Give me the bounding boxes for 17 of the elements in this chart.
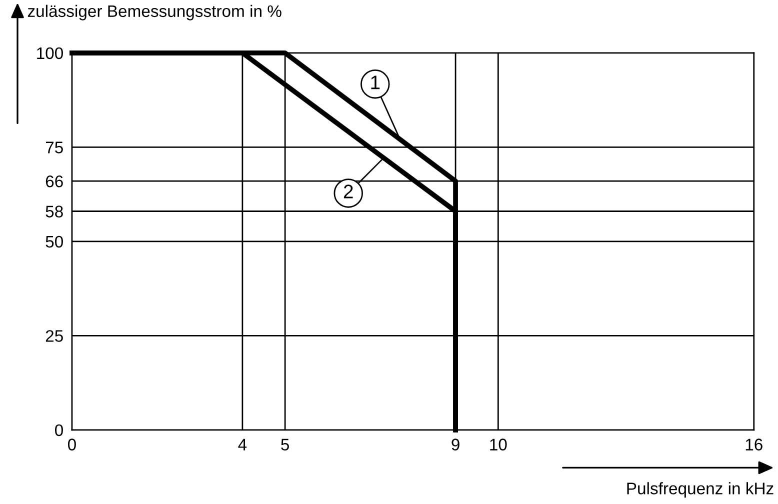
- x-tick-label: 4: [238, 438, 247, 450]
- y-tick-label: 25: [46, 330, 63, 342]
- x-tick-label: 0: [68, 438, 76, 450]
- y-tick-label: 66: [46, 176, 63, 188]
- y-axis-title: zulässiger Bemessungsstrom in %: [28, 4, 282, 20]
- annotation: 2: [344, 184, 353, 198]
- y-tick-label: 100: [37, 47, 63, 60]
- y-tick-label: 58: [46, 206, 63, 218]
- x-axis-title: Pulsfrequenz in kHz: [627, 482, 774, 498]
- x-tick-label: 5: [281, 438, 289, 450]
- x-tick-label: 10: [490, 438, 507, 450]
- annotation: 1: [371, 76, 380, 90]
- x-tick-label: 9: [452, 438, 460, 450]
- y-tick-label: 0: [55, 424, 63, 436]
- x-tick-label: 16: [746, 438, 762, 450]
- y-tick-label: 75: [46, 142, 63, 154]
- y-tick-label: 50: [46, 236, 63, 248]
